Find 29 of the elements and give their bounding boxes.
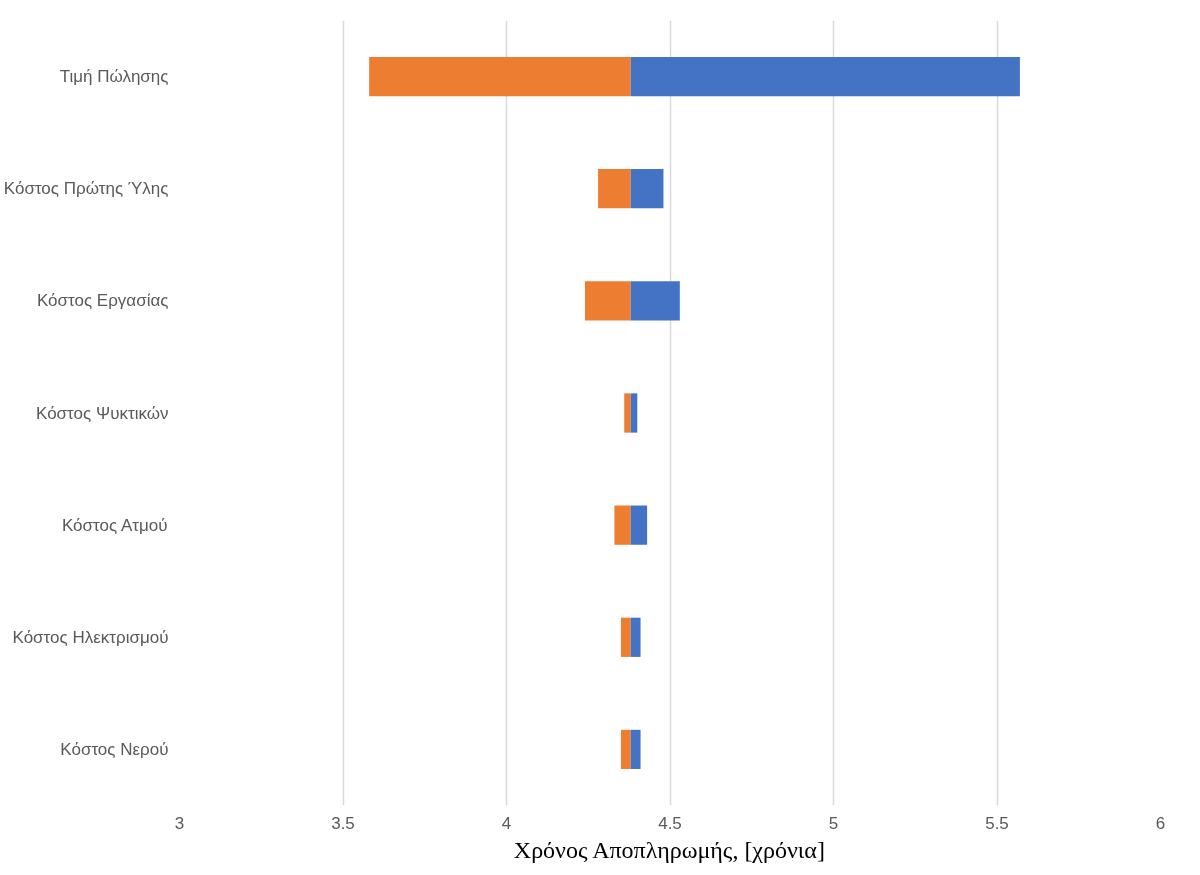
bar	[620, 617, 631, 657]
bar	[630, 169, 664, 209]
bar	[624, 393, 631, 433]
bar	[620, 729, 631, 770]
y-tick-label: Τιμή Πώλησης	[59, 67, 169, 87]
y-tick-label: Κόστος Πρώτης Ύλης	[3, 179, 169, 199]
bar	[630, 393, 638, 433]
x-axis-title: Χρόνος Αποπληρωμής, [χρόνια]	[513, 836, 825, 863]
x-tick-label: 5.5	[985, 813, 1009, 833]
bar	[369, 56, 631, 97]
bar	[630, 617, 641, 657]
x-tick-label: 4.5	[658, 813, 682, 833]
x-tick-label: 3	[174, 813, 185, 833]
x-tick-label: 5	[828, 813, 839, 833]
bar	[584, 281, 631, 321]
x-tick-label: 4	[501, 813, 512, 833]
bar	[630, 505, 648, 545]
bar	[614, 505, 631, 545]
bar	[630, 729, 641, 770]
y-tick-label: Κόστος Εργασίας	[36, 291, 169, 311]
bar	[598, 169, 631, 209]
x-tick-label: 6	[1155, 813, 1166, 833]
y-tick-label: Κόστος Νερού	[60, 739, 169, 759]
x-tick-label: 3.5	[331, 813, 355, 833]
y-tick-label: Κόστος Ψυκτικών	[36, 403, 169, 423]
y-tick-label: Κόστος Ατμού	[61, 515, 168, 535]
y-tick-label: Κόστος Ηλεκτρισμού	[12, 627, 169, 647]
bar	[630, 281, 680, 321]
bar	[630, 56, 1020, 97]
